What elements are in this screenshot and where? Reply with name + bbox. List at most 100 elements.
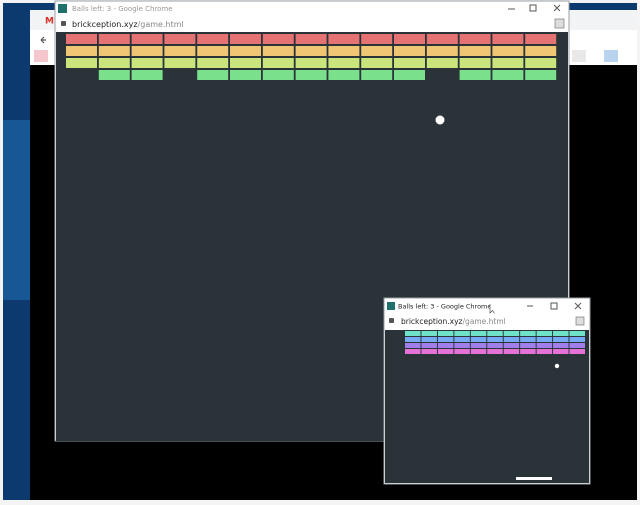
brick: [459, 34, 491, 44]
brick: [262, 58, 294, 68]
brick: [454, 343, 470, 348]
brick: [536, 343, 553, 348]
brick: [569, 337, 585, 342]
translate-icon[interactable]: [575, 316, 585, 326]
brick: [405, 343, 421, 348]
brick: [98, 34, 130, 44]
brick: [553, 337, 569, 342]
brick: [487, 337, 503, 342]
brick: [295, 58, 327, 68]
url-host: brickception.xyz: [72, 20, 138, 29]
brick: [459, 70, 491, 80]
app-icon: [387, 302, 395, 310]
maximize-button[interactable]: [550, 302, 558, 310]
brick: [197, 70, 229, 80]
brick: [426, 34, 458, 44]
brick: [569, 349, 585, 354]
brick: [262, 46, 294, 56]
brick: [525, 70, 557, 80]
brick: [437, 343, 454, 348]
brick: [361, 70, 393, 80]
brick: [394, 34, 425, 44]
game-canvas: [385, 330, 589, 483]
brick: [426, 58, 458, 68]
brick: [503, 331, 520, 336]
brick: [421, 349, 437, 354]
game-window: Balls left: 3 - Google Chrome brickcepti…: [383, 297, 591, 485]
lock-icon: [389, 318, 394, 323]
brick: [361, 58, 393, 68]
brick: [421, 331, 437, 336]
brick: [98, 70, 130, 80]
brick: [426, 46, 458, 56]
brick: [492, 58, 524, 68]
brick: [454, 337, 470, 342]
close-button[interactable]: [553, 4, 561, 12]
brick: [470, 337, 487, 342]
brick: [197, 46, 229, 56]
bookmark-icon: [34, 50, 48, 62]
ball: [554, 363, 560, 369]
brick: [487, 343, 503, 348]
translate-icon[interactable]: [554, 18, 565, 29]
brick: [454, 349, 470, 354]
maximize-button[interactable]: [529, 4, 537, 12]
brick: [230, 70, 261, 80]
mouse-cursor: [489, 304, 495, 314]
brick: [131, 46, 163, 56]
address-bar: [56, 16, 568, 32]
url-path: /game.html: [462, 317, 505, 326]
brick: [553, 343, 569, 348]
brick: [492, 34, 524, 44]
brick: [470, 349, 487, 354]
brick: [553, 349, 569, 354]
ball: [435, 115, 445, 125]
paddle[interactable]: [516, 477, 552, 480]
brick: [295, 70, 327, 80]
brick: [503, 349, 520, 354]
brick: [569, 343, 585, 348]
brick: [459, 58, 491, 68]
brick: [262, 70, 294, 80]
brick: [328, 70, 360, 80]
brick: [230, 58, 261, 68]
brick: [421, 343, 437, 348]
back-arrow: [40, 36, 46, 44]
url: brickception.xyz/game.html: [401, 317, 506, 326]
brick: [131, 70, 163, 80]
url-path: /game.html: [138, 20, 184, 29]
brick: [553, 331, 569, 336]
brick: [520, 349, 536, 354]
brick: [164, 58, 196, 68]
brick: [394, 46, 425, 56]
brick: [459, 46, 491, 56]
brick: [421, 337, 437, 342]
brick: [295, 46, 327, 56]
brick: [536, 331, 553, 336]
brick: [328, 34, 360, 44]
brick: [394, 58, 425, 68]
brick: [536, 337, 553, 342]
brick: [131, 58, 163, 68]
brick: [470, 343, 487, 348]
brick: [328, 58, 360, 68]
brick: [487, 331, 503, 336]
brick: [454, 331, 470, 336]
brick: [197, 58, 229, 68]
bookmark-icon: [604, 50, 618, 62]
brick: [328, 46, 360, 56]
brick: [394, 70, 425, 80]
brick: [503, 343, 520, 348]
brick: [295, 34, 327, 44]
brick: [525, 58, 557, 68]
lock-icon: [61, 21, 66, 26]
brick: [503, 337, 520, 342]
url: brickception.xyz/game.html: [72, 20, 184, 29]
brick: [520, 331, 536, 336]
close-button[interactable]: [574, 302, 582, 310]
brick: [131, 34, 163, 44]
brick: [569, 331, 585, 336]
brick: [66, 58, 97, 68]
